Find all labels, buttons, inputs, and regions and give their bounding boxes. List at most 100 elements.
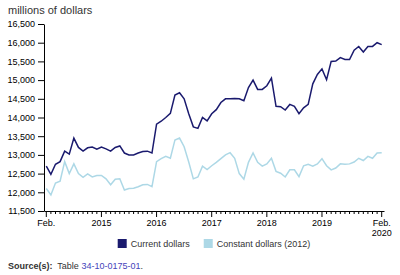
source-part: Table [53,261,82,271]
x-tick [151,211,152,214]
x-tick-mark [129,211,130,214]
legend-item: Constant dollars (2012) [204,239,311,249]
y-tick-label: 12,000 [7,188,35,198]
y-tick-mark [38,99,44,100]
x-tick [124,211,125,214]
y-tick: 16,000 [7,38,44,48]
x-tick-mark [257,211,258,214]
x-tick [326,211,327,214]
x-tick [170,211,171,214]
x-tick [243,211,244,214]
x-tick-mark [216,211,217,214]
x-tick-mark [92,211,93,214]
x-tick-label: 2016 [147,218,167,228]
x-tick [129,211,130,214]
y-tick: 16,500 [7,19,44,29]
x-tick [299,211,300,214]
y-tick-label: 16,000 [7,38,35,48]
x-tick [73,211,74,214]
x-tick [64,211,65,214]
x-tick [110,211,111,214]
x-tick-mark [207,211,208,214]
x-tick [312,211,313,214]
chart: millions of dollars 11,500 12,000 12,500 13,… [0,0,400,275]
x-tick-mark [133,211,134,214]
x-tick [294,211,295,214]
x-tick-mark [165,211,166,214]
x-tick-mark [312,211,313,214]
x-tick-mark [142,211,143,214]
y-tick-label: 12,500 [7,169,35,179]
x-tick [354,211,355,214]
x-axis: Feb. 2015 2016 2017 2018 2019 Feb.2020 [37,211,391,238]
x-tick-mark [253,211,254,214]
y-tick-label: 15,000 [7,75,35,85]
x-tick-mark [271,211,272,214]
y-tick: 12,000 [7,188,44,198]
x-tick [349,211,350,214]
title: millions of dollars [8,4,93,16]
x-tick [377,211,378,214]
y-tick-mark [38,211,44,212]
x-tick-mark [280,211,281,214]
x-tick [179,211,180,214]
x-tick [276,211,277,214]
x-tick [239,211,240,214]
x-tick [207,211,208,214]
x-tick-label: Feb.2020 [372,218,392,238]
x-tick [202,211,203,214]
x-tick-label: 2015 [91,218,111,228]
x-tick: Feb.2020 [372,211,392,238]
x-tick-mark [60,211,61,214]
x-tick-mark [69,211,70,214]
x-tick [225,211,226,214]
x-tick [331,211,332,214]
y-tick-mark [38,174,44,175]
x-tick-mark [239,211,240,214]
legend-item: Current dollars [118,239,191,249]
x-tick [83,211,84,214]
x-tick-mark [294,211,295,214]
x-tick-label: 2017 [202,218,222,228]
x-tick [60,211,61,214]
y-tick-mark [38,155,44,156]
x-tick [133,211,134,214]
x-tick-mark [335,211,336,214]
x-tick-label: Feb. [37,218,55,228]
y-tick-label: 11,500 [8,206,35,216]
x-tick [253,211,254,214]
x-tick-label: 2019 [312,218,332,228]
series-line [46,138,381,195]
x-tick [335,211,336,214]
x-tick [340,211,341,214]
y-tick-label: 16,500 [7,19,35,29]
x-tick-mark [230,211,231,214]
source-part: Source(s): [8,261,53,271]
x-tick-mark [248,211,249,214]
x-tick-mark [87,211,88,214]
x-tick [165,211,166,214]
x-tick [308,211,309,214]
y-tick-mark [38,136,44,137]
x-tick-mark [50,211,51,214]
source-part: . [140,261,143,271]
x-tick [367,211,368,214]
x-tick [289,211,290,214]
x-tick [50,211,51,214]
y-tick: 13,500 [7,132,44,142]
x-tick-mark [285,211,286,214]
x-tick [197,211,198,214]
x-tick-mark [151,211,152,214]
x-tick [358,211,359,214]
x-tick [138,211,139,214]
x-tick-mark [354,211,355,214]
x-tick: 2018 [257,211,277,228]
x-tick [220,211,221,214]
x-tick-mark [188,211,189,214]
x-tick [303,211,304,214]
x-tick: 2019 [312,211,332,228]
x-tick-mark [299,211,300,214]
y-tick: 14,000 [7,113,44,123]
x-tick-mark [225,211,226,214]
x-tick-mark [358,211,359,214]
